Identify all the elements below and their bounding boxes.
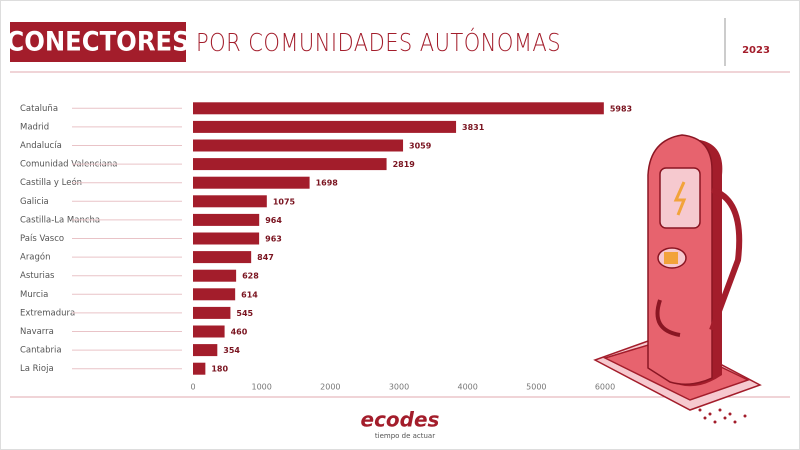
bar — [193, 139, 404, 152]
category-label: Cantabria — [20, 346, 62, 356]
title-box — [10, 22, 186, 62]
bar — [193, 195, 267, 208]
value-label: 963 — [265, 235, 282, 244]
bar — [193, 213, 260, 226]
value-label: 5983 — [610, 104, 632, 113]
category-label: Castilla y León — [20, 177, 82, 188]
bar — [193, 288, 236, 301]
x-tick-label: 1000 — [251, 383, 271, 392]
category-label: Andalucía — [20, 141, 62, 151]
category-label: Cataluña — [20, 104, 58, 114]
year-label: 2023 — [742, 45, 770, 56]
x-tick-label: 4000 — [457, 383, 477, 392]
value-label: 1698 — [316, 179, 339, 188]
category-label: Castilla-La Mancha — [20, 215, 100, 225]
brand-logo: ecodes — [361, 408, 440, 432]
value-label: 614 — [241, 290, 258, 299]
category-label: Madrid — [20, 122, 49, 132]
value-label: 460 — [231, 328, 248, 337]
value-label: 847 — [257, 253, 274, 262]
bar — [193, 232, 260, 245]
category-label: Comunidad Valenciana — [20, 160, 117, 170]
bar — [193, 269, 237, 282]
bar — [193, 362, 206, 375]
x-tick-label: 5000 — [526, 383, 546, 392]
value-label: 2819 — [393, 160, 416, 169]
bar — [193, 306, 231, 319]
brand-tagline: tiempo de actuar — [375, 432, 435, 440]
value-label: 3059 — [409, 142, 432, 151]
value-label: 964 — [265, 216, 282, 225]
bar — [193, 102, 604, 115]
x-tick-label: 6000 — [595, 383, 615, 392]
bar — [193, 251, 252, 264]
category-label: País Vasco — [20, 234, 64, 244]
x-tick-label: 3000 — [389, 383, 409, 392]
bar — [193, 325, 225, 338]
bar — [193, 120, 457, 133]
value-label: 545 — [236, 309, 253, 318]
category-label: Asturias — [20, 271, 55, 281]
bar — [193, 176, 310, 189]
value-label: 3831 — [462, 123, 485, 132]
category-label: Navarra — [20, 327, 54, 337]
value-label: 1075 — [273, 197, 296, 206]
value-label: 628 — [242, 272, 259, 281]
x-tick-label: 0 — [190, 383, 195, 392]
bar — [193, 158, 387, 171]
value-label: 354 — [223, 346, 240, 355]
value-label: 180 — [211, 365, 228, 374]
chart-subtitle: POR COMUNIDADES AUTÓNOMAS — [196, 27, 561, 57]
category-label: Murcia — [20, 290, 48, 300]
category-label: La Rioja — [20, 364, 54, 374]
chart-title: CONECTORES — [6, 27, 189, 58]
bar — [193, 344, 218, 357]
category-label: Aragón — [20, 252, 51, 263]
charger-illustration — [593, 134, 762, 424]
category-label: Galicia — [20, 197, 49, 207]
x-tick-label: 2000 — [320, 383, 340, 392]
category-label: Extremadura — [20, 308, 75, 318]
